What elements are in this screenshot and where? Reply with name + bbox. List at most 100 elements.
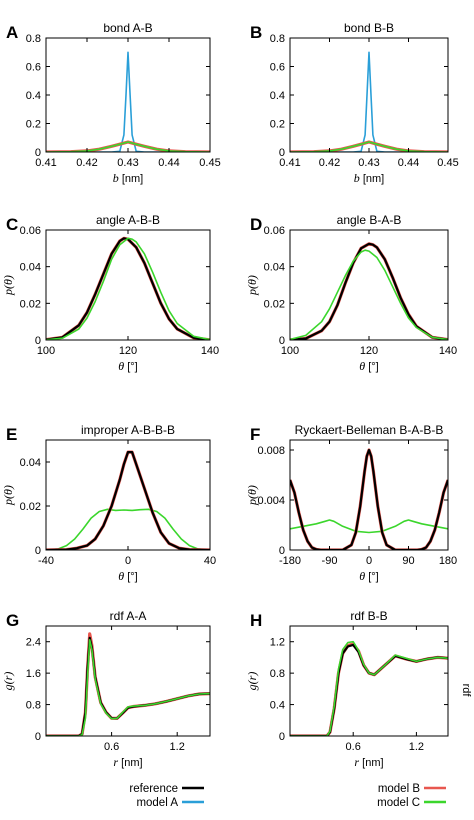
y-tick-label: 0.06 <box>20 225 41 237</box>
x-axis-variable: θ <box>118 569 124 583</box>
x-tick-label: 100 <box>37 345 55 357</box>
y-tick-label: 0.8 <box>270 668 285 680</box>
legend-label-modelB: model B <box>378 783 421 795</box>
x-axis-label: r [nm] <box>113 755 142 769</box>
x-tick-label: 140 <box>201 345 219 357</box>
plot-frame <box>289 229 449 341</box>
panel-title: angle A-B-B <box>96 213 160 227</box>
y-axis-label: p(θ) <box>245 485 259 506</box>
y-tick-label: 0 <box>279 731 285 743</box>
x-tick-label: 0.42 <box>319 157 340 169</box>
y-tick-label: 0.8 <box>270 33 285 45</box>
y-tick-label: 1.2 <box>270 637 285 649</box>
series-line-reference <box>290 643 448 736</box>
y-axis-label: g(r) <box>245 672 259 691</box>
panel-title: rdf B-B <box>350 609 387 623</box>
x-axis-label: θ [°] <box>118 569 137 583</box>
y-tick-label: 2.4 <box>26 637 41 649</box>
x-tick-label: 0.43 <box>358 157 379 169</box>
series-line-modelB <box>46 632 210 736</box>
y-tick-label: 0.8 <box>26 700 41 712</box>
x-axis-variable: r <box>354 755 359 769</box>
x-tick-label: 120 <box>119 345 137 357</box>
y-tick-label: 0 <box>35 731 41 743</box>
panel-title: rdf A-A <box>110 609 147 623</box>
x-tick-label: 90 <box>402 555 414 567</box>
series-line-modelB <box>290 242 448 340</box>
series-line-modelC <box>46 237 210 340</box>
y-tick-label: 0.008 <box>257 445 285 457</box>
x-axis-label: b [nm] <box>354 171 384 185</box>
y-tick-label: 0 <box>279 545 285 557</box>
plot-frame <box>289 439 449 551</box>
y-tick-label: 0.6 <box>26 62 41 74</box>
x-tick-label: 1.2 <box>170 741 185 753</box>
x-axis-unit: [nm] <box>362 757 383 769</box>
legend: reference model A model B model C <box>129 783 446 809</box>
y-tick-label: 0.04 <box>20 457 41 469</box>
y-tick-label: 0.02 <box>20 501 41 513</box>
y-axis-label: p(θ) <box>245 275 259 296</box>
x-axis-label: r [nm] <box>354 755 383 769</box>
x-axis-label: θ [°] <box>359 569 378 583</box>
y-tick-label: 0 <box>279 147 285 159</box>
series-line-modelB <box>290 448 448 550</box>
y-tick-label: 0 <box>35 147 41 159</box>
y-tick-label: 0.8 <box>26 33 41 45</box>
x-axis-unit: [nm] <box>121 757 142 769</box>
x-tick-label: 120 <box>360 345 378 357</box>
y-tick-label: 0.2 <box>270 119 285 131</box>
x-axis-unit: [°] <box>127 361 138 373</box>
series-line-modelC <box>290 249 448 340</box>
panel-letter: B <box>250 23 262 42</box>
y-tick-label: 0.004 <box>257 495 285 507</box>
legend-label-modelA: model A <box>136 797 178 809</box>
x-axis-unit: [nm] <box>363 173 384 185</box>
y-tick-label: 0.4 <box>270 90 285 102</box>
panel-letter: H <box>250 611 262 630</box>
x-axis-variable: θ <box>359 569 365 583</box>
y-tick-label: 0.06 <box>264 225 285 237</box>
x-tick-label: 0.6 <box>346 741 361 753</box>
panel-f: F Ryckaert-Belleman B-A-B-B -180 -90 0 90 180 0… <box>245 423 457 583</box>
x-axis-variable: θ <box>359 359 365 373</box>
x-tick-label: 0.45 <box>437 157 458 169</box>
panel-letter: D <box>250 215 262 234</box>
x-tick-label: 180 <box>439 555 457 567</box>
series-line-modelB <box>46 236 210 340</box>
x-axis-variable: b <box>354 171 360 185</box>
x-tick-label: 0.42 <box>76 157 97 169</box>
x-axis-variable: θ <box>118 359 124 373</box>
y-tick-label: 0.4 <box>270 700 285 712</box>
y-tick-label: 0.02 <box>20 298 41 310</box>
x-tick-label: 100 <box>281 345 299 357</box>
series-line-reference <box>290 448 448 550</box>
series-line-reference <box>46 636 210 736</box>
x-tick-label: 0 <box>125 555 131 567</box>
legend-label-modelC: model C <box>377 797 420 809</box>
plot-frame <box>45 229 211 341</box>
series-line-modelC <box>46 508 210 550</box>
series-line-modelA <box>46 51 210 152</box>
x-axis-label: b [nm] <box>113 171 143 185</box>
plot-frame <box>289 625 449 737</box>
x-tick-label: -40 <box>38 555 54 567</box>
series-line-modelB <box>290 642 448 736</box>
x-tick-label: 1.2 <box>409 741 424 753</box>
x-tick-label: 0.43 <box>117 157 138 169</box>
y-tick-label: 0.6 <box>270 62 285 74</box>
x-axis-unit: [°] <box>368 361 379 373</box>
panel-letter: E <box>6 425 17 444</box>
x-axis-variable: r <box>113 755 118 769</box>
y-tick-label: 0.04 <box>20 262 41 274</box>
y-axis-label: p(θ) <box>1 485 15 506</box>
x-axis-label: θ [°] <box>359 359 378 373</box>
y-tick-label: 0.02 <box>264 298 285 310</box>
x-tick-label: 0.6 <box>104 741 119 753</box>
y-axis-label: p(θ) <box>1 275 15 296</box>
series-line-modelC <box>46 638 210 736</box>
